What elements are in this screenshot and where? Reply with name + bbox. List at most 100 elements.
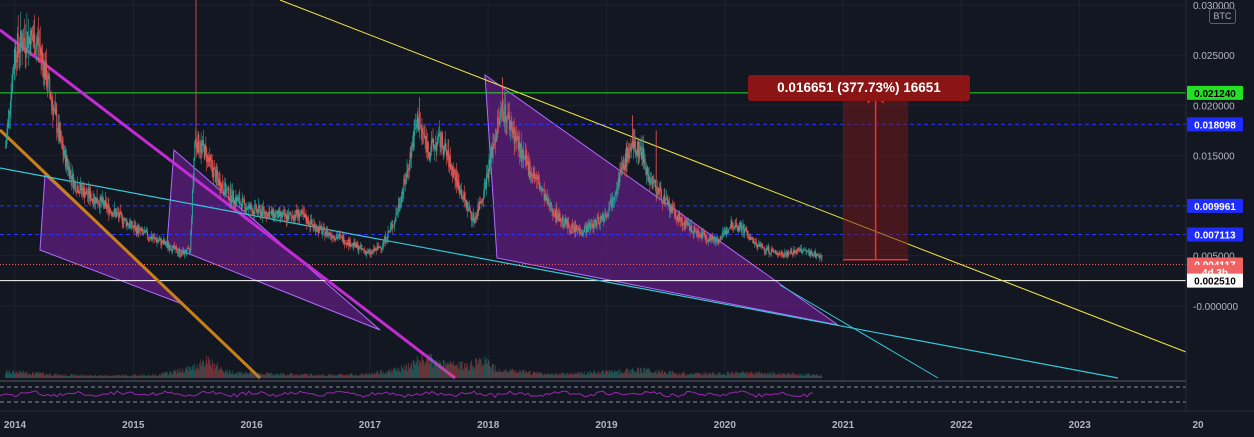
volume-bar [303,374,305,378]
volume-bar [385,371,387,378]
candle-body [682,223,684,226]
candle-body [281,214,283,218]
candle-body [221,183,223,189]
candle-body [14,46,16,66]
volume-bar [804,373,805,378]
volume-bar [169,371,170,378]
volume-bar [98,375,100,378]
candle-body [243,198,245,200]
volume-bar [576,371,578,378]
volume-bar [611,370,613,378]
volume-bar [277,373,279,378]
volume-bar [582,374,584,378]
candle-body [311,219,313,224]
volume-bar [312,375,314,378]
candle-body [749,237,751,240]
candle-body [448,150,450,168]
volume-bar [221,368,223,378]
y-axis[interactable]: 0.0300000.0250000.0200000.0150000.005000… [1185,0,1254,437]
volume-bar [104,375,106,378]
candle-body [677,216,679,221]
candle-body [772,250,774,252]
candle-body [523,156,525,159]
candle-body [681,216,683,226]
volume-bar [141,375,143,378]
volume-bar [107,375,109,378]
volume-bar [745,373,747,378]
x-axis[interactable]: 2014 2015 2016 2017 2018 2019 2020 2021 2022 2023… [0,410,1254,437]
volume-bar [28,373,30,378]
volume-bar [626,368,628,378]
candle-body [579,231,581,234]
candle-body [634,141,636,148]
candle-body [375,248,377,251]
volume-bar [740,372,742,378]
candle-body [584,227,586,229]
candle-body [54,108,56,110]
volume-bar [415,364,417,378]
candle-body [348,239,350,246]
candle-body [250,205,252,210]
candle-body [93,201,95,205]
volume-bar [493,364,495,378]
volume-bar [340,373,342,378]
candle-body [569,228,571,233]
volume-bar [525,371,527,378]
candle-body [478,206,480,210]
candle-body [781,251,783,255]
candle-body [750,237,752,240]
candle-body [785,252,787,254]
candle-body [318,226,320,233]
volume-bar [688,374,690,378]
trend-lines [0,0,1187,380]
candle-body [27,36,29,49]
candle-body [256,209,258,212]
volume-bar [227,373,229,378]
volume-bar [233,374,235,378]
volume-bar [91,375,92,378]
candle-body [505,104,507,122]
volume-bar [416,362,417,378]
volume-bar [665,372,667,378]
candle-body [287,215,289,221]
volume-bar [262,374,264,378]
candle-body [94,196,96,204]
currency-badge[interactable]: BTC [1209,8,1236,24]
volume-bar [412,359,414,378]
candle-body [781,251,783,255]
volume-bar [324,376,326,378]
volume-bar [289,374,290,378]
volume-bar [166,371,168,378]
volume-bar [561,372,562,378]
volume-bar [343,375,345,378]
price-tag-label: 0.009961 [1194,202,1236,213]
volume-bar [760,373,762,378]
x-tick-label: 20 [1192,420,1204,431]
volume-bar [315,375,316,378]
candle-body [581,233,583,235]
candle-body [814,251,816,255]
volume-bar [223,373,225,378]
volume-bar [660,372,662,378]
candle-body [194,140,196,159]
candle-body [247,207,249,210]
candle-body [29,38,31,53]
volume-bar [723,373,725,378]
volume-bar [422,359,424,378]
volume-bar [171,374,173,378]
candle-body [118,214,120,218]
volume-bar [647,369,648,378]
candle-body [633,141,635,149]
volume-bar [472,366,473,378]
volume-bar [352,375,354,378]
candle-body [778,252,780,255]
volume-bar [778,374,779,378]
candle-body [373,248,375,253]
volume-bar [177,372,179,378]
volume-bar [150,375,152,378]
volume-bar [296,374,297,378]
volume-bar [554,373,556,378]
volume-bar [50,373,51,378]
volume-bar [705,372,707,378]
